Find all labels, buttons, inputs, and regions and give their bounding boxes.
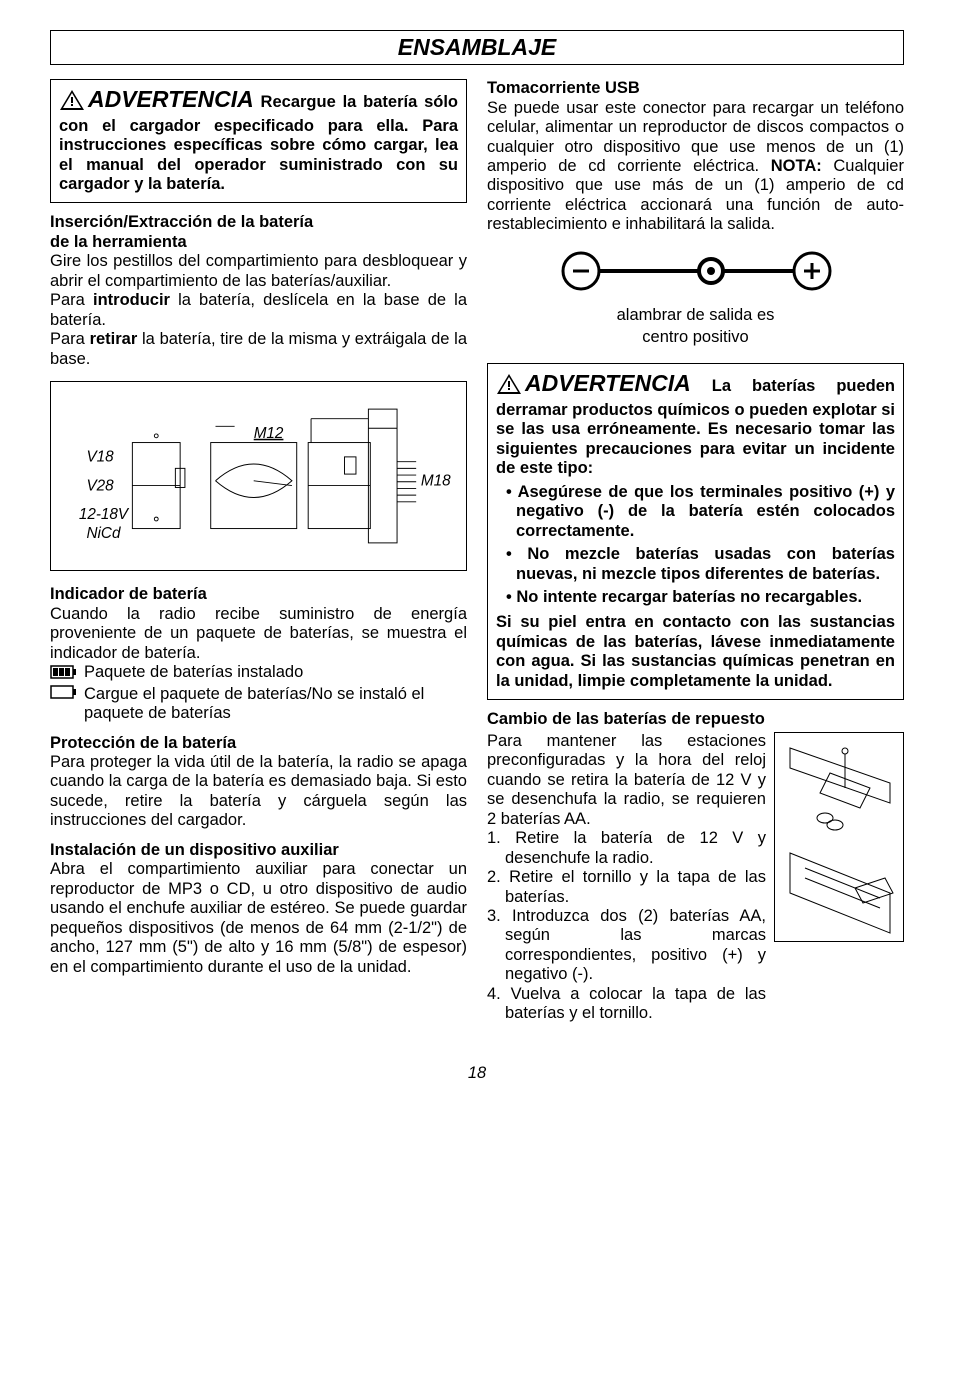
- left-column: ADVERTENCIA Recargue la batería sólo con…: [50, 79, 467, 1024]
- txt-paquete: Paquete de baterías instalado: [84, 663, 303, 681]
- p-instalacion: Abra el compartimiento auxiliar para con…: [50, 860, 467, 977]
- section-title: ENSAMBLAJE: [50, 30, 904, 65]
- warning-icon: [59, 89, 85, 116]
- bullet-2: • No mezcle baterías usadas con baterías…: [506, 545, 895, 584]
- battery-slot-diagram: V18 V28 12-18V NiCd M12: [50, 381, 467, 571]
- txt-bold: retirar: [90, 330, 138, 348]
- battery-empty-icon: [50, 685, 78, 724]
- cambio-text-block: Para mantener las estaciones preconfigur…: [487, 732, 766, 1024]
- cambio-step-2: 2. Retire el tornillo y la tapa de las b…: [487, 868, 766, 907]
- usb-label-2: centro positivo: [487, 328, 904, 347]
- p-toma: Se puede usar este conector para recarga…: [487, 99, 904, 235]
- lbl-v18: V18: [87, 449, 115, 466]
- cambio-step-1: 1. Retire la batería de 12 V y desenchuf…: [487, 829, 766, 868]
- warning-box-2: ADVERTENCIA La baterías pueden derramar …: [487, 363, 904, 700]
- p-proteccion: Para proteger la vida útil de la batería…: [50, 753, 467, 831]
- txt: Para: [50, 330, 90, 348]
- battery-full-icon: [50, 665, 78, 684]
- usb-label-1: alambrar de salida es: [487, 306, 904, 325]
- p-cambio: Para mantener las estaciones preconfigur…: [487, 732, 766, 829]
- txt-bold: introducir: [93, 291, 170, 309]
- warn2-tail: Si su piel entra en contacto con las sus…: [496, 613, 895, 691]
- lbl-m18: M18: [421, 473, 451, 490]
- warning-icon: [496, 373, 522, 400]
- battery-full-line: Paquete de baterías instalado: [50, 663, 467, 684]
- lbl-v28: V28: [87, 478, 115, 495]
- cambio-step-3: 3. Introduzca dos (2) baterías AA, según…: [487, 907, 766, 985]
- battery-compartment-diagram: [774, 732, 904, 942]
- p-gire: Gire los pestillos del compartimiento pa…: [50, 252, 467, 291]
- p-retirar: Para retirar la batería, tire de la mism…: [50, 330, 467, 369]
- warning-word: ADVERTENCIA: [88, 86, 254, 112]
- heading-insercion-2: de la herramienta: [50, 233, 467, 252]
- battery-empty-line: Cargue el paquete de baterías/No se inst…: [50, 685, 467, 724]
- heading-insercion-1: Inserción/Extracción de la batería: [50, 213, 467, 232]
- bullet-1: • Asegúrese de que los terminales positi…: [506, 483, 895, 541]
- lbl-low: 12-18V: [79, 506, 130, 523]
- cambio-step-4: 4. Vuelva a colocar la tapa de las bater…: [487, 985, 766, 1024]
- page-number: 18: [50, 1064, 904, 1083]
- warning-box-1: ADVERTENCIA Recargue la batería sólo con…: [50, 79, 467, 203]
- bullet-3: • No intente recargar baterías no recarg…: [506, 588, 895, 607]
- p-introducir: Para introducir la batería, deslícela en…: [50, 291, 467, 330]
- lbl-m12: M12: [254, 425, 284, 442]
- heading-instalacion: Instalación de un dispositivo auxiliar: [50, 841, 467, 860]
- warning-word: ADVERTENCIA: [525, 370, 691, 396]
- nota-label: NOTA:: [771, 157, 822, 175]
- heading-indicador: Indicador de batería: [50, 585, 467, 604]
- right-column: Tomacorriente USB Se puede usar este con…: [487, 79, 904, 1024]
- heading-toma: Tomacorriente USB: [487, 79, 904, 98]
- p-indicador: Cuando la radio recibe suministro de ene…: [50, 605, 467, 663]
- usb-connector-diagram: alambrar de salida es centro positivo: [487, 249, 904, 347]
- txt: Para: [50, 291, 93, 309]
- lbl-nicd: NiCd: [87, 525, 121, 542]
- two-column-layout: ADVERTENCIA Recargue la batería sólo con…: [50, 79, 904, 1024]
- heading-proteccion: Protección de la batería: [50, 734, 467, 753]
- heading-cambio: Cambio de las baterías de repuesto: [487, 710, 904, 729]
- txt-cargue: Cargue el paquete de baterías/No se inst…: [84, 685, 467, 724]
